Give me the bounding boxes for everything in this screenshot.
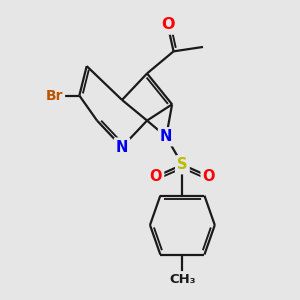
Text: Br: Br (46, 88, 63, 103)
Text: O: O (202, 169, 215, 184)
Text: S: S (177, 157, 188, 172)
Text: CH₃: CH₃ (169, 273, 196, 286)
Text: O: O (161, 17, 174, 32)
Text: N: N (160, 129, 172, 144)
Text: N: N (116, 140, 128, 154)
Text: O: O (150, 169, 162, 184)
